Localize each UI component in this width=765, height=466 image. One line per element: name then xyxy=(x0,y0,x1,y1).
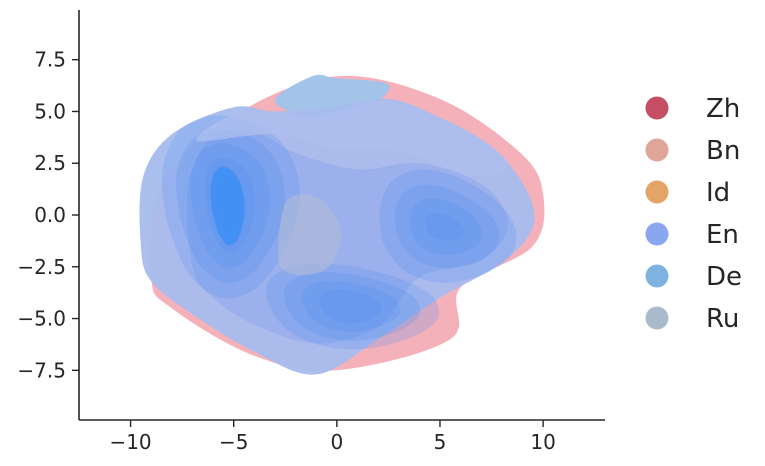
legend-marker-bn xyxy=(645,138,669,162)
x-tick-label: −5 xyxy=(219,430,248,454)
peak-left-core xyxy=(210,166,245,246)
legend-marker-en xyxy=(645,222,669,246)
legend-label-zh: Zh xyxy=(706,94,740,124)
legend: Zh Bn Id En De Ru xyxy=(645,94,742,334)
legend-label-ru: Ru xyxy=(706,304,739,334)
peak-right-level-3 xyxy=(409,198,483,256)
y-tick-label: −7.5 xyxy=(17,358,66,382)
density-contours xyxy=(139,74,545,375)
x-tick-label: 0 xyxy=(330,430,343,454)
legend-label-de: De xyxy=(706,262,742,292)
legend-label-id: Id xyxy=(706,178,730,208)
y-tick-label: 7.5 xyxy=(34,48,66,72)
peak-right-level-4 xyxy=(425,213,465,241)
peak-bottom-level-1 xyxy=(266,263,440,350)
peak-bottom-level-3 xyxy=(301,280,401,332)
y-tick-label: 5.0 xyxy=(34,99,66,123)
legend-label-bn: Bn xyxy=(706,136,740,166)
y-tick-label: 0.0 xyxy=(34,203,66,227)
peak-bottom-level-2 xyxy=(284,272,420,341)
y-tick-label: −2.5 xyxy=(17,255,66,279)
peak-right-level-1 xyxy=(379,169,517,283)
peak-bottom-level-4 xyxy=(319,289,382,324)
density-mid xyxy=(186,129,509,344)
legend-marker-zh xyxy=(645,96,669,120)
legend-marker-id xyxy=(645,180,669,204)
legend-marker-de xyxy=(645,264,669,288)
y-tick-label: 2.5 xyxy=(34,151,66,175)
peak-right-level-2 xyxy=(394,184,500,269)
x-tick-label: 10 xyxy=(530,430,555,454)
y-tick-label: −5.0 xyxy=(17,307,66,331)
density-hollow xyxy=(278,194,342,276)
x-tick-label: 5 xyxy=(434,430,447,454)
density-upper-band xyxy=(196,100,509,177)
x-tick-label: −10 xyxy=(109,430,151,454)
axes: −10 −5 0 5 10 −7.5 −5.0 −2.5 0.0 2.5 5.0 7.5 xyxy=(17,10,605,454)
legend-label-en: En xyxy=(706,220,739,250)
legend-marker-ru xyxy=(645,306,669,330)
